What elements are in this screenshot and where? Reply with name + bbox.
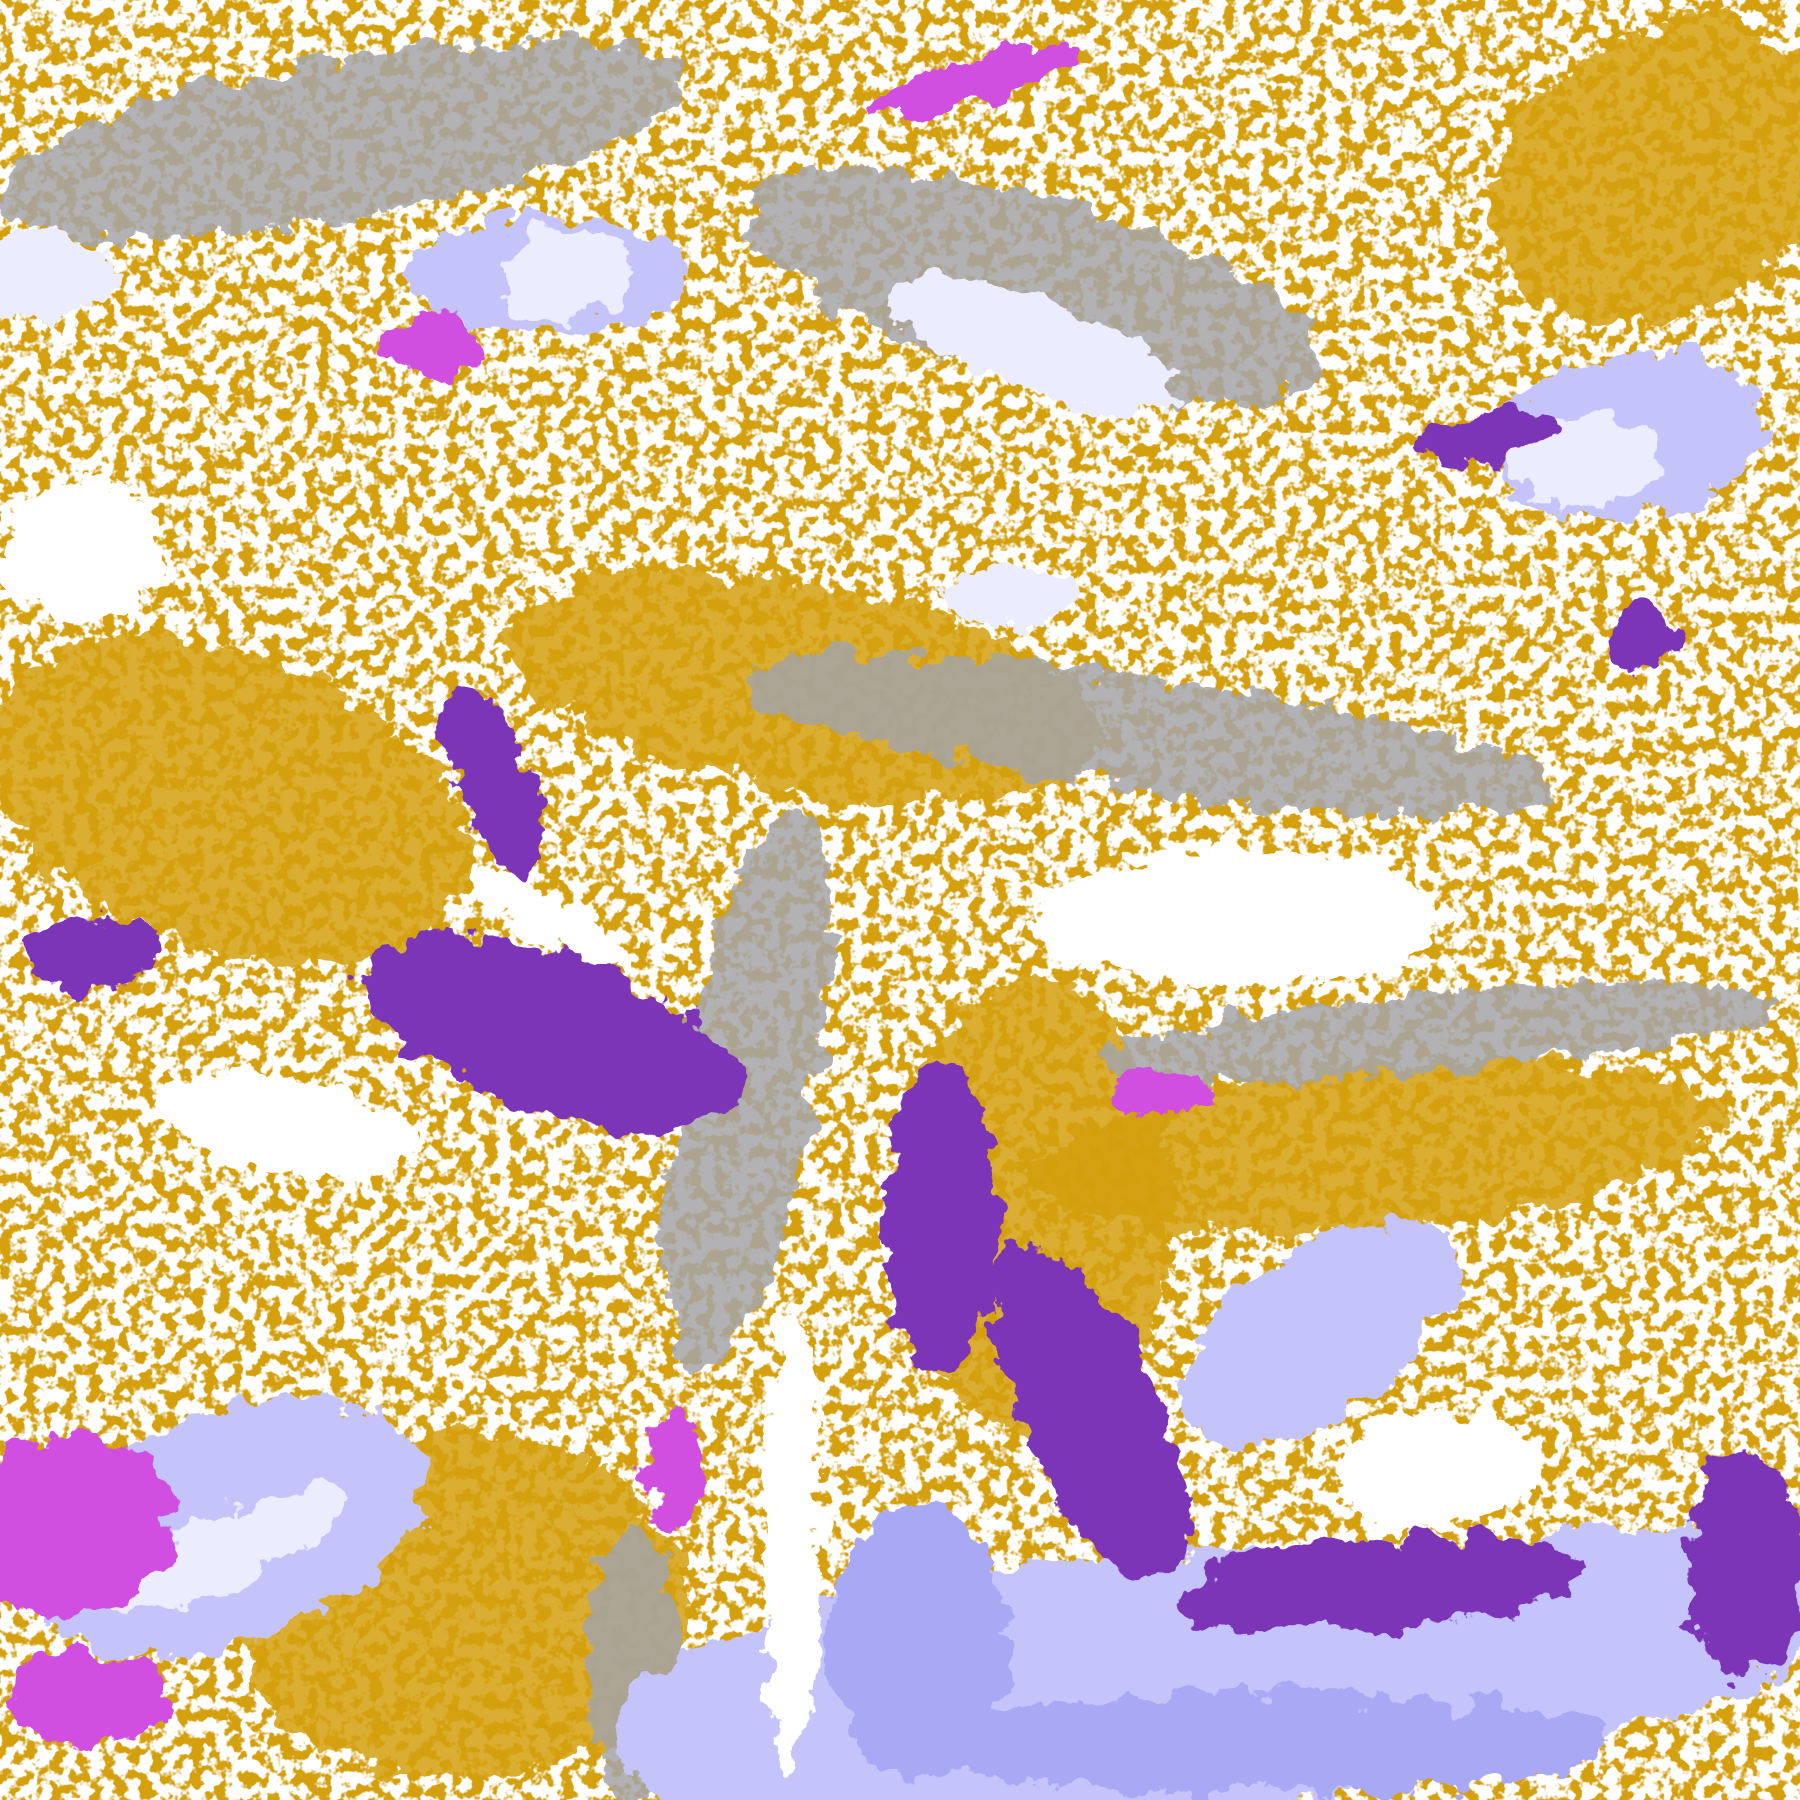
- cloud-region-pale: [1503, 413, 1665, 506]
- cloud-region-lavender: [1180, 1218, 1460, 1445]
- cloud-region-purple: [883, 1067, 999, 1367]
- cloud-region-pale: [0, 229, 115, 322]
- cloud-region-pale: [941, 568, 1080, 626]
- cloud-region-purple: [1687, 1446, 1800, 1676]
- cloud-region-magenta: [0, 1434, 173, 1619]
- cloud-region-gold: [1034, 1062, 1721, 1234]
- cloud-region-periwinkle: [918, 1693, 1608, 1797]
- cloud-region-magenta: [390, 309, 483, 379]
- cloud-region-magenta: [1113, 1067, 1206, 1114]
- cloud-region-gray: [743, 169, 1323, 405]
- cloud-region-clear: [151, 1073, 423, 1177]
- cloud-region-clear: [470, 868, 632, 969]
- cloud-region-purple: [363, 935, 739, 1131]
- cloud-region-pale: [892, 277, 1175, 412]
- cloud-region-periwinkle: [826, 1503, 1011, 1780]
- cloud-region-purple: [1612, 608, 1671, 678]
- cloud-region-pale: [114, 1487, 345, 1612]
- cloud-region-gray: [1091, 983, 1779, 1084]
- cloud-region-purple: [22, 918, 161, 988]
- cloud-region-magenta: [648, 1411, 706, 1527]
- cloud-region-clear: [1332, 1410, 1538, 1529]
- cloud-region-gold: [0, 638, 473, 969]
- cloud-region-gold: [1491, 21, 1800, 323]
- cloud-region-magenta: [875, 45, 1076, 116]
- cloud-region-magenta: [11, 1653, 173, 1745]
- cloud-region-gray: [662, 807, 831, 1374]
- cloud-region-clear: [0, 482, 161, 620]
- cloud-region-clear: [763, 1320, 821, 1780]
- cloud-region-purple: [1412, 410, 1549, 462]
- cloud-region-gray: [738, 653, 1558, 816]
- cloud-region-pale: [493, 229, 632, 322]
- cloud-region-clear: [1033, 849, 1447, 988]
- cloud-region-purple: [990, 1242, 1191, 1581]
- cloud-region-purple: [1171, 1535, 1584, 1634]
- cloud-region-gray: [4, 38, 684, 237]
- cloud-region-purple: [445, 682, 542, 879]
